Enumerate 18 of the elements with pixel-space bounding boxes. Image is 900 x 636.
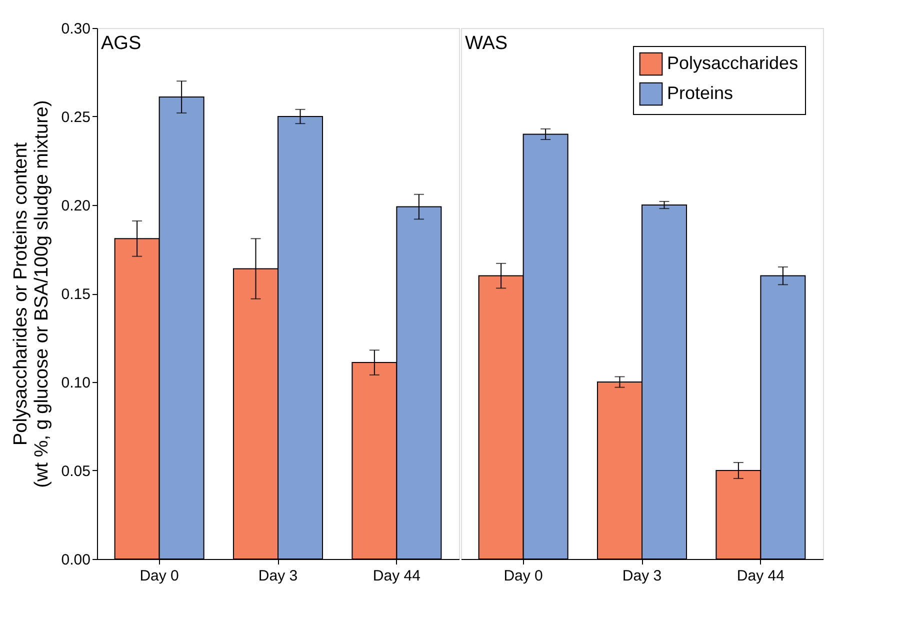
annotation: AGS [101, 33, 142, 54]
y-tick-label: 0.10 [61, 374, 90, 392]
x-tick-label: Day 0 [140, 568, 179, 584]
y-axis-title: Polysaccharides or Proteins content (wt %, g glucose or BSA/100g sludge mixture) [10, 100, 52, 488]
y-tick-label: 0.00 [61, 552, 90, 568]
x-tick-label: Day 3 [258, 568, 298, 584]
y-tick-label: 0.20 [61, 198, 90, 214]
x-tick-label: Day 3 [622, 568, 662, 584]
legend-label: Proteins [667, 83, 734, 103]
y-tick-label: 0.05 [61, 463, 90, 480]
legend-label: Polysaccharides [667, 53, 798, 73]
annotation: WAS [465, 33, 508, 54]
y-tick-label: 0.25 [61, 109, 90, 126]
x-tick-label: Day 44 [736, 568, 784, 584]
y-tick-label: 0.15 [61, 286, 90, 303]
y-tick-label: 0.30 [61, 20, 90, 38]
x-tick-label: Day 44 [372, 568, 420, 584]
x-tick-label: Day 0 [504, 568, 543, 584]
